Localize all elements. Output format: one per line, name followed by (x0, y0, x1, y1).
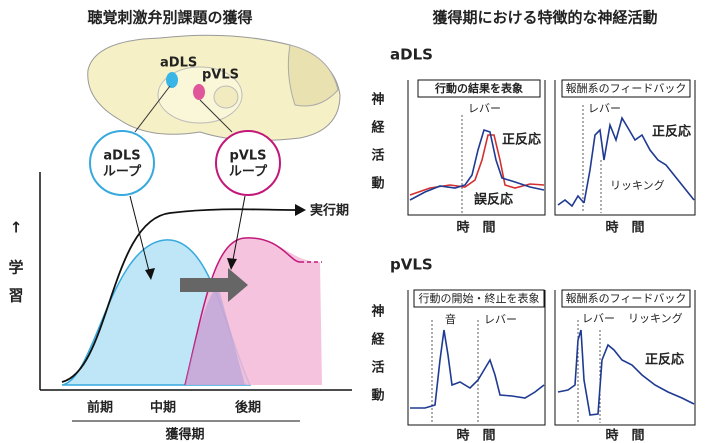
x-label: 時 間 (456, 428, 495, 443)
panel-title: 行動の結果を表象 (434, 81, 523, 95)
brain-label: pVLS (202, 68, 239, 83)
x-label: 時 間 (605, 428, 644, 443)
shift-arrow (180, 268, 248, 302)
cerebellum (287, 44, 339, 107)
pre-trace (557, 194, 585, 208)
annotation: 音 (445, 312, 456, 326)
overlap (185, 285, 245, 385)
section-name: aDLS (390, 46, 433, 64)
panel-frame (554, 290, 696, 426)
connector (134, 85, 171, 133)
reward-trace (557, 329, 695, 416)
y-label: 神 (371, 92, 384, 108)
y-label: 神 (371, 304, 384, 320)
panel-title: 報酬系のフィードバック (566, 292, 687, 305)
error-trace (409, 134, 545, 196)
learning-curve (61, 208, 296, 383)
annotation: 誤反応 (474, 192, 513, 208)
panel-title-box (413, 289, 545, 308)
x-label: 後期 (235, 400, 261, 416)
start-stop-trace (410, 329, 545, 409)
panel-title-box (417, 79, 541, 98)
phase-label: 実行期 (310, 203, 349, 219)
adls-loop (89, 130, 155, 196)
annotation: リッキング (628, 311, 683, 325)
pvls-region (193, 84, 205, 100)
x-label: 前期 (87, 400, 113, 416)
brain-label: aDLS (160, 56, 197, 71)
pvls-loop (215, 130, 281, 196)
correct-trace (409, 128, 545, 201)
y-label: 経 (371, 332, 385, 348)
panel-title: 報酬系のフィードバック (566, 82, 687, 95)
annotation: レバー (484, 313, 517, 326)
x-label: 時 間 (456, 220, 495, 236)
y-labels: 神 経 活 動 神 経 活 動 (371, 92, 385, 404)
adls-region (166, 72, 178, 88)
reward-trace (583, 115, 695, 204)
arrow (231, 195, 246, 266)
panel-title-box (561, 79, 691, 98)
x-label: 時 間 (605, 220, 644, 236)
arrowhead (295, 204, 306, 216)
section-name: pVLS (390, 256, 433, 274)
annotation: レバー (582, 312, 615, 325)
arrowhead (227, 258, 237, 270)
annotation: 正反応 (502, 132, 541, 148)
annotation: 正反応 (652, 124, 691, 140)
panel-frame (407, 80, 546, 216)
y-axis-label: 習 (8, 287, 23, 305)
y-label: 動 (371, 388, 384, 404)
panel-frame (554, 80, 696, 216)
y-label: 活 (371, 148, 384, 164)
loop-label: ループ (229, 165, 268, 180)
y-label: 活 (371, 360, 384, 376)
annotation: レバー (588, 102, 621, 115)
arrowhead (145, 268, 155, 280)
loop-label: pVLS (229, 149, 266, 164)
annotation: レバー (468, 102, 501, 115)
left-title: 聴覚刺激弁別課題の獲得 (87, 9, 252, 27)
loop-label: aDLS (103, 149, 140, 164)
panel-frame (407, 290, 546, 426)
right-title: 獲得期における特徴的な神経活動 (432, 9, 657, 27)
y-axis-label: 学 (8, 259, 23, 277)
connector (199, 99, 233, 133)
annotation: リッキング (610, 178, 665, 192)
y-label: 動 (371, 176, 384, 192)
x-label: 中期 (150, 400, 176, 416)
panel-title: 行動の開始・終止を表象 (419, 291, 540, 305)
y-axis-label: ↑ (10, 219, 23, 237)
x-axis-title: 獲得期 (165, 427, 204, 443)
annotation: 正反応 (645, 352, 684, 368)
y-label: 経 (371, 120, 385, 136)
arrow (129, 195, 151, 276)
loop-label: ループ (103, 165, 142, 180)
thalamus (213, 85, 239, 109)
panel-title-box (561, 289, 691, 308)
